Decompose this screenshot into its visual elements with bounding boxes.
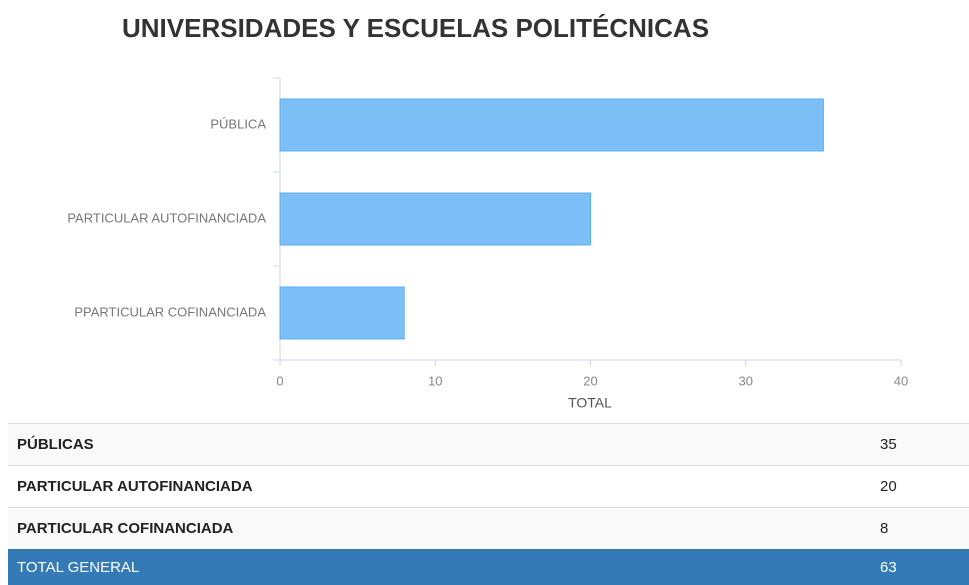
x-tick-label: 30 xyxy=(739,373,753,388)
chart-title: UNIVERSIDADES Y ESCUELAS POLITÉCNICAS xyxy=(122,13,709,43)
value-cell: 35 xyxy=(871,424,969,466)
x-tick-label: 0 xyxy=(276,373,283,388)
x-axis-label: TOTAL xyxy=(568,395,612,411)
category-label: PPARTICULAR COFINANCIADA xyxy=(74,304,266,319)
bar xyxy=(280,99,823,151)
x-tick-label: 40 xyxy=(894,373,908,388)
bar xyxy=(280,193,591,245)
label-cell: PARTICULAR COFINANCIADA xyxy=(8,508,871,550)
label-cell: PÚBLICAS xyxy=(8,424,871,466)
bar xyxy=(280,287,404,339)
label-cell: PARTICULAR AUTOFINANCIADA xyxy=(8,466,871,508)
value-cell: 63 xyxy=(871,550,969,585)
category-label: PARTICULAR AUTOFINANCIADA xyxy=(67,210,266,225)
label-cell: TOTAL GENERAL xyxy=(8,550,871,585)
value-cell: 8 xyxy=(871,508,969,550)
x-tick-label: 10 xyxy=(428,373,442,388)
category-label: PÚBLICA xyxy=(210,116,266,131)
x-tick-label: 20 xyxy=(583,373,597,388)
chart: UNIVERSIDADES Y ESCUELAS POLITÉCNICAS TO… xyxy=(0,0,969,423)
value-cell: 20 xyxy=(871,466,969,508)
